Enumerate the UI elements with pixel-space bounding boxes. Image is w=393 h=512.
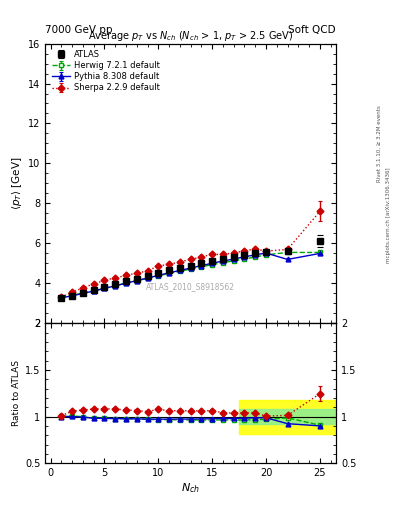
Text: Rivet 3.1.10, ≥ 3.2M events: Rivet 3.1.10, ≥ 3.2M events: [377, 105, 382, 182]
Text: mcplots.cern.ch [arXiv:1306.3436]: mcplots.cern.ch [arXiv:1306.3436]: [386, 167, 391, 263]
Y-axis label: $\langle p_T \rangle$ [GeV]: $\langle p_T \rangle$ [GeV]: [10, 157, 24, 210]
Text: Soft QCD: Soft QCD: [288, 25, 336, 35]
X-axis label: $N_{ch}$: $N_{ch}$: [181, 481, 200, 495]
Text: ATLAS_2010_S8918562: ATLAS_2010_S8918562: [146, 283, 235, 291]
Text: 7000 GeV pp: 7000 GeV pp: [45, 25, 113, 35]
Title: Average $p_T$ vs $N_{ch}$ ($N_{ch}$ > 1, $p_T$ > 2.5 GeV): Average $p_T$ vs $N_{ch}$ ($N_{ch}$ > 1,…: [88, 29, 293, 44]
Y-axis label: Ratio to ATLAS: Ratio to ATLAS: [12, 360, 21, 426]
Legend: ATLAS, Herwig 7.2.1 default, Pythia 8.308 default, Sherpa 2.2.9 default: ATLAS, Herwig 7.2.1 default, Pythia 8.30…: [50, 48, 162, 95]
